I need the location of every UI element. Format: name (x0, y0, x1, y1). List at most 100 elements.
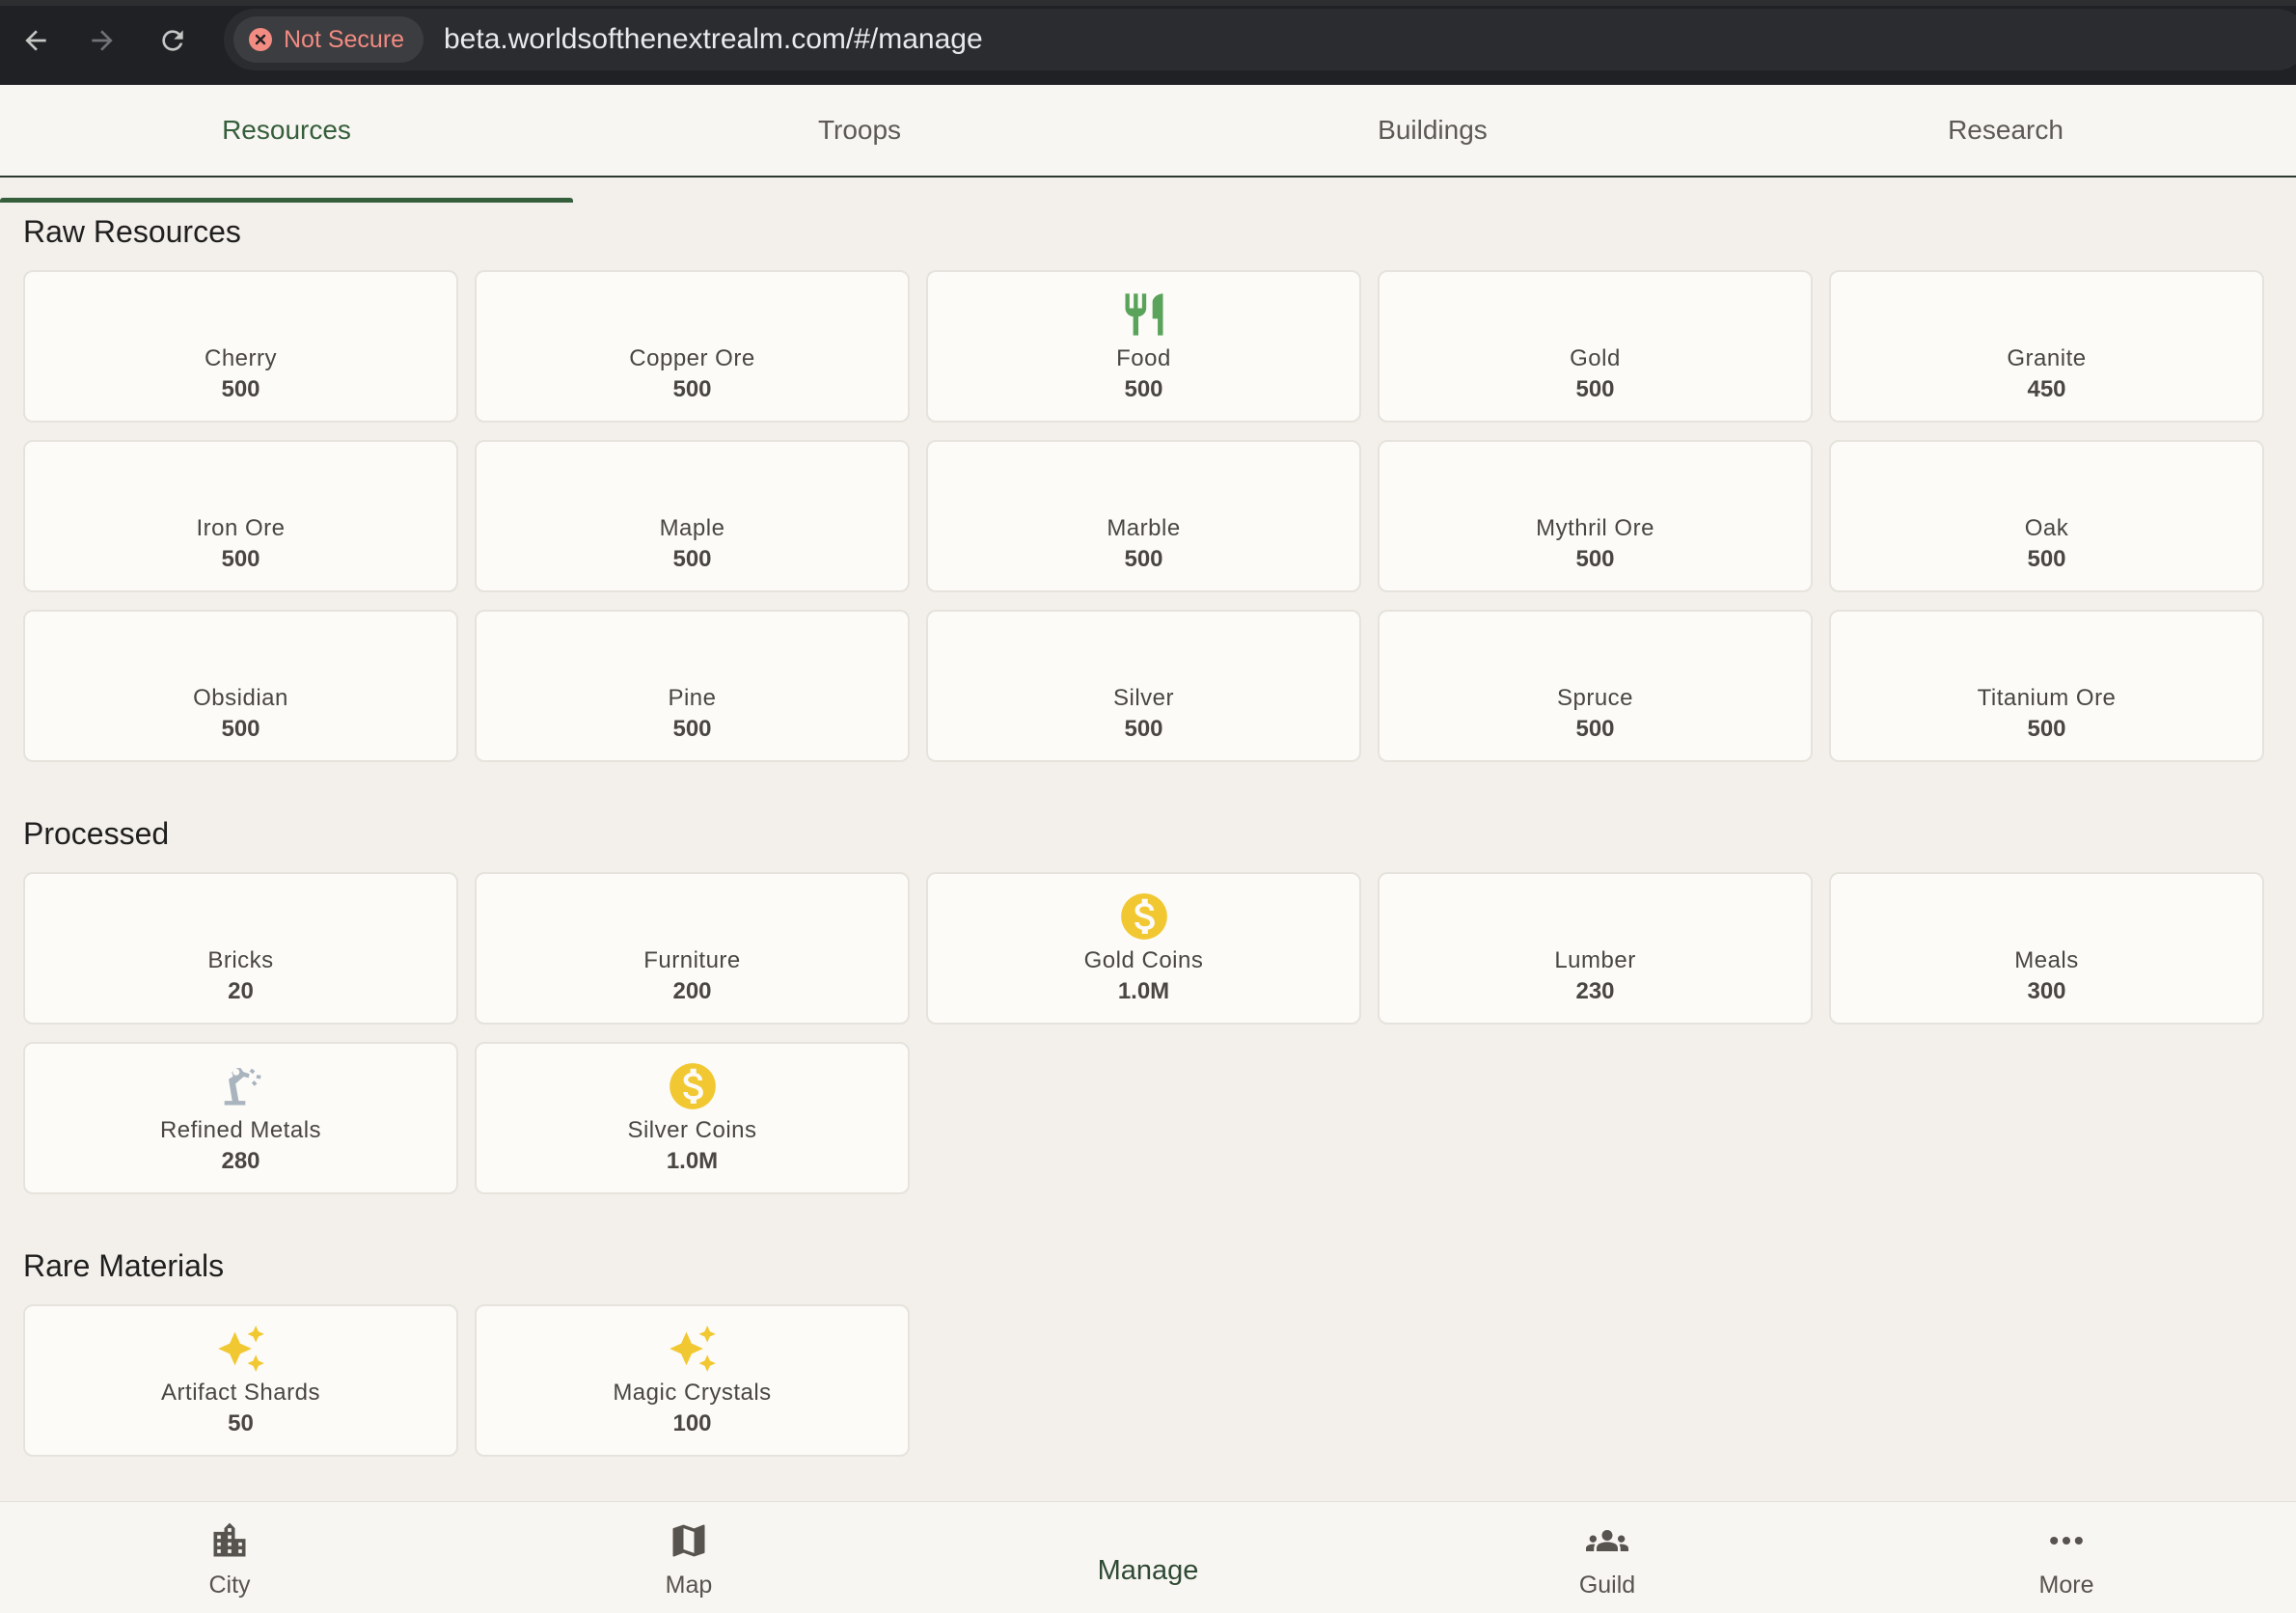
warning-x-icon (249, 28, 272, 51)
resource-amount: 500 (1575, 716, 1615, 742)
resource-name: Furniture (643, 947, 741, 973)
resource-card-copper-ore[interactable]: Copper Ore 500 (475, 270, 910, 423)
nav-label: More (2038, 1572, 2094, 1599)
resource-card-artifact-shards[interactable]: Artifact Shards 50 (23, 1304, 458, 1457)
resource-amount: 300 (2027, 978, 2066, 1004)
resource-name: Iron Ore (196, 515, 286, 541)
resource-card-cherry[interactable]: Cherry 500 (23, 270, 458, 423)
security-chip[interactable]: Not Secure (233, 16, 424, 63)
dollar-coin-icon (477, 1061, 908, 1111)
resource-card-bricks[interactable]: Bricks 20 (23, 872, 458, 1025)
tab-label: Buildings (1378, 115, 1488, 145)
nav-label: Map (665, 1572, 713, 1599)
resource-name: Silver Coins (627, 1117, 757, 1143)
reload-button[interactable] (150, 17, 196, 64)
resource-card-meals[interactable]: Meals 300 (1829, 872, 2264, 1025)
security-label: Not Secure (284, 25, 405, 53)
tab-buildings[interactable]: Buildings (1146, 85, 1719, 176)
section-title-processed: Processed (23, 816, 170, 851)
resource-amount: 500 (1575, 546, 1615, 572)
resource-name: Gold (1570, 345, 1621, 371)
resource-name: Maple (659, 515, 725, 541)
resource-amount: 500 (1575, 376, 1615, 402)
section-title-raw-resources: Raw Resources (23, 214, 241, 249)
resource-amount: 230 (1575, 978, 1615, 1004)
resource-amount: 500 (221, 376, 260, 402)
resource-card-granite[interactable]: Granite 450 (1829, 270, 2264, 423)
resource-amount: 500 (2027, 716, 2066, 742)
resource-name: Titanium Ore (1977, 685, 2117, 711)
resource-card-mythril-ore[interactable]: Mythril Ore 500 (1378, 440, 1813, 592)
resource-card-magic-crystals[interactable]: Magic Crystals 100 (475, 1304, 910, 1457)
fork-knife-icon (928, 289, 1359, 340)
resource-name: Food (1116, 345, 1171, 371)
resource-card-oak[interactable]: Oak 500 (1829, 440, 2264, 592)
resource-card-iron-ore[interactable]: Iron Ore 500 (23, 440, 458, 592)
resource-amount: 1.0M (666, 1148, 719, 1174)
resource-amount: 500 (1124, 376, 1163, 402)
resource-name: Obsidian (193, 685, 288, 711)
resource-name: Cherry (204, 345, 277, 371)
nav-guild[interactable]: Guild (1378, 1502, 1837, 1613)
resource-name: Granite (2007, 345, 2087, 371)
resource-card-pine[interactable]: Pine 500 (475, 610, 910, 762)
resource-name: Meals (2014, 947, 2079, 973)
resource-name: Copper Ore (629, 345, 755, 371)
resource-amount: 450 (2027, 376, 2066, 402)
resource-name: Spruce (1556, 685, 1634, 711)
sparkles-icon (477, 1324, 908, 1374)
active-tab-indicator (0, 198, 573, 203)
resource-card-silver-coins[interactable]: Silver Coins 1.0M (475, 1042, 910, 1194)
section-title-rare-materials: Rare Materials (23, 1248, 225, 1283)
resource-name: Silver (1112, 685, 1174, 711)
resource-name: Lumber (1554, 947, 1636, 973)
nav-label: Manage (1097, 1555, 1199, 1586)
browser-toolbar: Not Secure beta.worldsofthenextrealm.com… (0, 0, 2296, 85)
back-button[interactable] (13, 17, 59, 64)
resource-card-spruce[interactable]: Spruce 500 (1378, 610, 1813, 762)
resource-amount: 1.0M (1117, 978, 1170, 1004)
resource-name: Oak (2024, 515, 2069, 541)
resource-amount: 500 (672, 376, 712, 402)
sparkles-icon (25, 1324, 456, 1374)
nav-map[interactable]: Map (459, 1502, 918, 1613)
resource-card-refined-metals[interactable]: Refined Metals 280 (23, 1042, 458, 1194)
group-icon (1378, 1519, 1837, 1562)
resource-name: Magic Crystals (613, 1380, 772, 1406)
tab-troops[interactable]: Troops (573, 85, 1146, 176)
tab-research[interactable]: Research (1719, 85, 2292, 176)
city-icon (0, 1519, 459, 1562)
forward-button[interactable] (79, 17, 125, 64)
address-bar[interactable]: Not Secure beta.worldsofthenextrealm.com… (224, 9, 2296, 70)
resource-card-titanium-ore[interactable]: Titanium Ore 500 (1829, 610, 2264, 762)
url-text[interactable]: beta.worldsofthenextrealm.com/#/manage (444, 23, 983, 55)
resource-name: Bricks (207, 947, 274, 973)
resource-name: Marble (1107, 515, 1181, 541)
nav-city[interactable]: City (0, 1502, 459, 1613)
resource-card-obsidian[interactable]: Obsidian 500 (23, 610, 458, 762)
nav-manage[interactable]: Manage (918, 1502, 1378, 1613)
resource-card-lumber[interactable]: Lumber 230 (1378, 872, 1813, 1025)
tab-label: Troops (817, 115, 902, 145)
resource-amount: 500 (672, 716, 712, 742)
resource-card-marble[interactable]: Marble 500 (926, 440, 1361, 592)
resource-amount: 500 (221, 546, 260, 572)
resource-card-gold-coins[interactable]: Gold Coins 1.0M (926, 872, 1361, 1025)
resource-name: Gold Coins (1083, 947, 1204, 973)
resource-card-gold[interactable]: Gold 500 (1378, 270, 1813, 423)
tab-resources[interactable]: Resources (0, 85, 573, 203)
bottom-navigation: City Map Manage Guild More (0, 1501, 2296, 1613)
resource-card-furniture[interactable]: Furniture 200 (475, 872, 910, 1025)
resource-card-food[interactable]: Food 500 (926, 270, 1361, 423)
resource-amount: 280 (221, 1148, 260, 1174)
resource-amount: 500 (1124, 716, 1163, 742)
resource-card-silver[interactable]: Silver 500 (926, 610, 1361, 762)
forward-arrow-icon (92, 30, 113, 51)
resource-amount: 200 (672, 978, 712, 1004)
reload-icon (162, 30, 183, 51)
nav-more[interactable]: More (1837, 1502, 2296, 1613)
tab-label: Research (1948, 115, 2064, 145)
window-top-edge (0, 0, 2296, 6)
robot-arm-icon (25, 1061, 456, 1111)
resource-card-maple[interactable]: Maple 500 (475, 440, 910, 592)
